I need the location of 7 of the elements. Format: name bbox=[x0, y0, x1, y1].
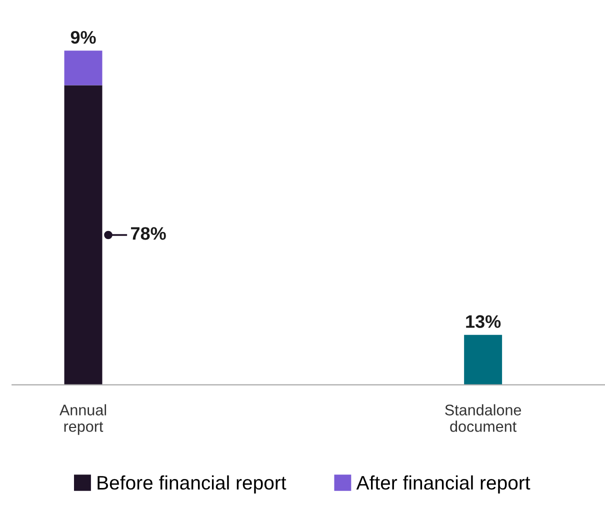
data-label: 9% bbox=[70, 30, 96, 44]
data-label: 13% bbox=[466, 315, 501, 328]
x-tick-label: Standalone document bbox=[445, 404, 522, 432]
data-label: 78% bbox=[131, 227, 166, 240]
x-tick-label: Annual report bbox=[60, 404, 106, 435]
legend-label: After financial report bbox=[356, 475, 530, 494]
legend-label: Before financial report bbox=[98, 475, 286, 494]
